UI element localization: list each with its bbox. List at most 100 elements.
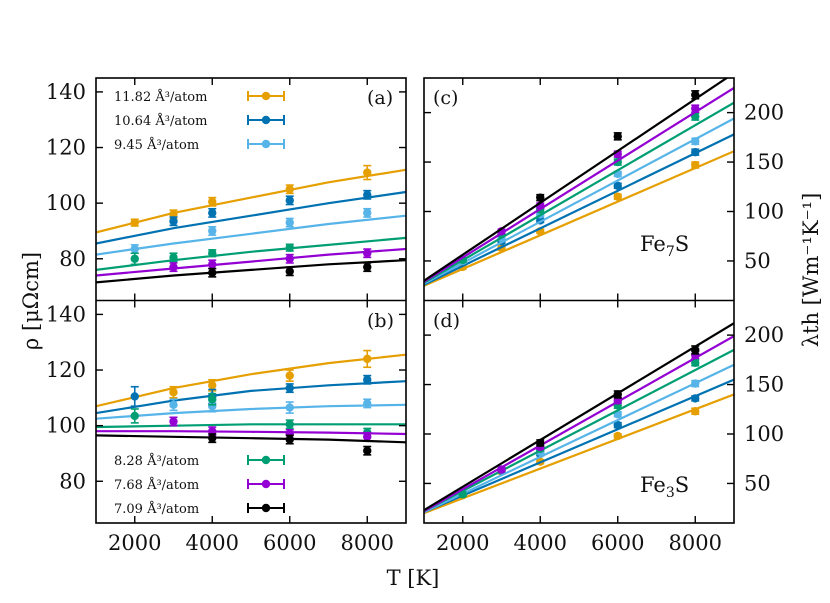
data-point-d-s5-p2 <box>691 345 700 355</box>
data-point-b-s2-p2 <box>285 403 294 412</box>
data-point-b-s3-p1 <box>208 395 217 404</box>
fit-line-c-s1 <box>424 133 734 286</box>
data-point-c-s5-p2 <box>691 90 700 100</box>
x-tick-label-b-1: 4000 <box>186 531 239 555</box>
data-point-a-s0-p2 <box>208 197 217 206</box>
fit-line-c-s3 <box>424 101 734 284</box>
y-tick-label-c-3: 200 <box>744 101 784 125</box>
fit-line-a-s3 <box>96 236 406 271</box>
fit-line-b-s5 <box>96 434 406 444</box>
legend-label-top-0: 11.82 Å³/atom <box>114 89 207 105</box>
data-point-a-s2-p3 <box>363 208 372 218</box>
x-axis-title: T [K] <box>387 566 440 590</box>
x-tick-label-b-0: 2000 <box>108 531 161 555</box>
legend-label-bottom-1: 7.68 Å³/atom <box>114 477 199 493</box>
data-point-d-s5-p0 <box>536 438 545 448</box>
fit-line-c-s4 <box>424 86 734 283</box>
y-tick-label-b-0: 80 <box>59 469 86 493</box>
fit-line-a-s2 <box>96 214 406 256</box>
legend-marker-3 <box>261 455 271 465</box>
data-point-a-s3-p0 <box>130 254 139 263</box>
data-point-d-s2-p4 <box>691 379 700 388</box>
data-point-a-s4-p3 <box>363 249 372 258</box>
data-point-c-s0-p4 <box>691 160 700 170</box>
data-point-b-s5-p1 <box>285 435 294 444</box>
x-tick-label-d-2: 6000 <box>591 531 644 555</box>
legend-marker-4 <box>261 479 271 489</box>
y-tick-label-c-2: 150 <box>744 150 784 174</box>
panel-plot-area-b <box>96 349 406 456</box>
y-tick-label-d-2: 150 <box>744 373 784 397</box>
data-point-b-s3-p0 <box>130 411 139 421</box>
fit-line-d-s5 <box>424 322 734 512</box>
y-tick-label-d-1: 100 <box>744 422 784 446</box>
data-point-b-s0-p2 <box>285 371 294 380</box>
fit-line-c-s2 <box>424 117 734 285</box>
fit-line-b-s0 <box>96 353 406 408</box>
data-point-d-s0-p3 <box>613 431 622 441</box>
data-point-b-s4-p0 <box>169 417 178 426</box>
x-tick-label-b-2: 6000 <box>263 531 316 555</box>
panel-plot-area-c <box>424 78 734 287</box>
panel-plot-area-d <box>424 322 734 515</box>
data-point-a-s0-p0 <box>130 218 139 227</box>
legend-marker-0 <box>261 91 271 101</box>
data-point-a-s2-p1 <box>208 226 217 236</box>
y-tick-label-c-1: 100 <box>744 200 784 224</box>
data-point-a-s1-p2 <box>285 196 294 205</box>
legend-marker-5 <box>261 503 271 513</box>
legend-label-bottom-2: 7.09 Å³/atom <box>114 501 199 517</box>
data-point-b-s1-p2 <box>285 383 294 393</box>
fit-line-d-s2 <box>424 363 734 514</box>
fit-line-b-s2 <box>96 403 406 420</box>
left-y-axis-title: ρ [μΩcm] <box>19 252 43 350</box>
y-tick-label-a-1: 100 <box>46 191 86 215</box>
data-point-a-s1-p1 <box>208 208 217 218</box>
y-tick-label-b-1: 100 <box>46 414 86 438</box>
fit-line-c-s5 <box>424 78 729 282</box>
data-point-b-s1-p3 <box>363 375 372 384</box>
legend-marker-2 <box>261 139 271 149</box>
data-point-b-s0-p1 <box>208 381 217 390</box>
data-point-c-s0-p3 <box>613 192 622 201</box>
data-point-b-s2-p3 <box>363 399 372 408</box>
data-point-a-s3-p3 <box>285 243 294 252</box>
data-point-b-s4-p3 <box>363 432 372 441</box>
data-point-a-s0-p3 <box>285 185 294 194</box>
data-point-b-s3-p2 <box>285 420 294 429</box>
data-point-a-s2-p2 <box>285 218 294 227</box>
legend-marker-1 <box>261 115 271 125</box>
data-point-a-s3-p1 <box>169 253 178 262</box>
data-point-a-s1-p3 <box>363 190 372 200</box>
data-point-c-s5-p0 <box>536 193 545 202</box>
data-point-d-s3-p4 <box>691 358 700 367</box>
data-point-b-s2-p0 <box>169 400 178 409</box>
data-point-d-s4-p0 <box>497 465 506 474</box>
x-tick-label-d-3: 8000 <box>669 531 722 555</box>
data-point-b-s1-p0 <box>130 392 139 401</box>
panel-label-a: (a) <box>367 87 393 109</box>
panel-label-b: (b) <box>367 310 394 332</box>
data-point-b-s0-p0 <box>169 388 178 397</box>
y-tick-label-c-0: 50 <box>744 249 771 273</box>
fit-line-b-s3 <box>96 423 406 429</box>
fit-line-a-s5 <box>96 259 406 284</box>
panel-plot-area-a <box>96 164 406 284</box>
data-point-d-s3-p0 <box>458 490 467 499</box>
data-point-b-s5-p0 <box>208 433 217 443</box>
data-point-c-s5-p1 <box>613 132 622 141</box>
data-point-c-s1-p3 <box>613 181 622 190</box>
y-tick-label-d-0: 50 <box>744 471 771 495</box>
panel-label-d: (d) <box>433 310 460 332</box>
fit-line-d-s3 <box>424 348 734 513</box>
data-point-d-s0-p4 <box>691 407 700 416</box>
fit-line-a-s1 <box>96 190 406 245</box>
y-tick-label-a-2: 120 <box>46 136 86 160</box>
data-point-b-s0-p3 <box>363 354 372 364</box>
fit-line-a-s0 <box>96 168 406 234</box>
fit-line-c-s0 <box>424 150 734 287</box>
right-y-axis-title: λth [Wm⁻¹K⁻¹] <box>799 193 823 348</box>
data-point-a-s5-p2 <box>363 262 372 272</box>
data-point-a-s4-p0 <box>169 262 178 272</box>
